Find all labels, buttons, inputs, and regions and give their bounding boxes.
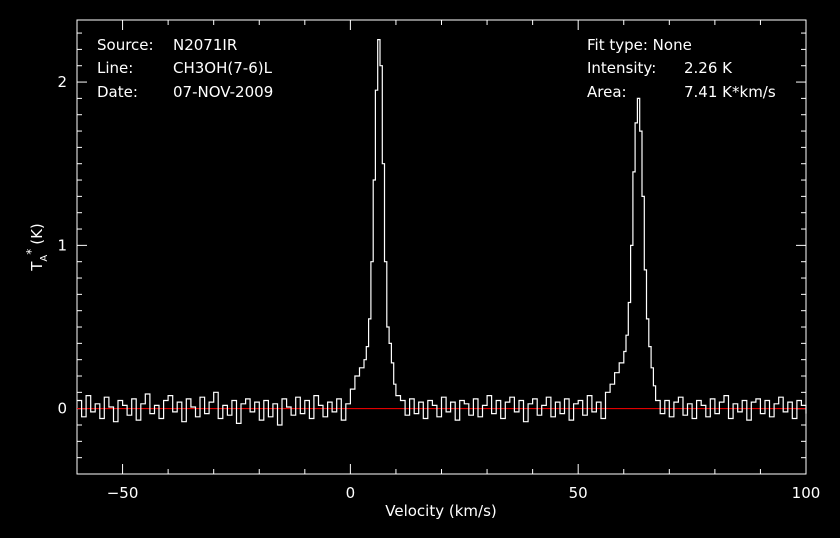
intensity-value: 2.26 K [684,59,733,77]
y-axis-label-unit: (K) [28,223,46,245]
y-axis-label-sub: A [39,255,50,262]
line-label: Line: [97,59,133,77]
line-value: CH3OH(7-6)L [173,59,273,77]
x-tick-label: 0 [346,484,356,502]
x-tick-label: 100 [792,484,821,502]
y-axis-label: TA* (K) [24,223,50,272]
y-axis-label-sup: * [24,249,38,255]
area-value: 7.41 K*km/s [684,83,776,101]
source-label: Source: [97,36,154,54]
source-value: N2071IR [173,36,237,54]
svg-text:TA*(K): TA* (K) [24,223,50,272]
axis-tick-labels: −50 0 50 100 0 1 2 [57,73,820,502]
x-tick-label: −50 [107,484,139,502]
x-axis-label: Velocity (km/s) [385,502,496,520]
y-tick-label: 0 [57,400,67,418]
y-tick-label: 2 [57,73,67,91]
x-tick-label: 50 [569,484,588,502]
axis-ticks [76,20,807,475]
fit-type: Fit type: None [587,36,692,54]
date-value: 07-NOV-2009 [173,83,273,101]
intensity-label: Intensity: [587,59,656,77]
date-label: Date: [97,83,138,101]
y-axis-label-main: T [28,261,46,272]
y-tick-label: 1 [57,236,67,254]
area-label: Area: [587,83,627,101]
spectrum-line [77,38,807,426]
